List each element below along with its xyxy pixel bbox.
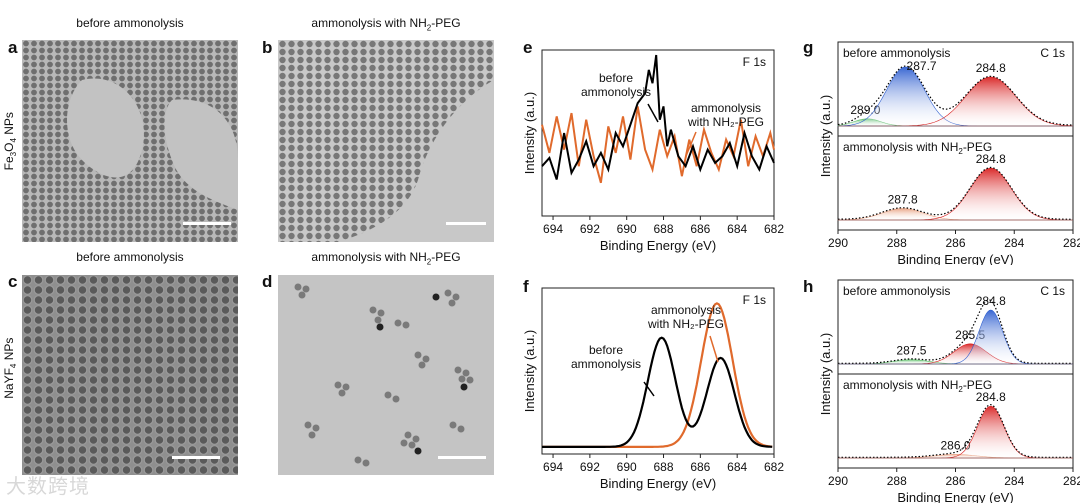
x-tick-label: 290 bbox=[828, 474, 848, 488]
peak-component bbox=[838, 167, 1073, 221]
panel-letter-d: d bbox=[262, 272, 273, 291]
panel-letter-h: h bbox=[803, 277, 814, 296]
chart-title: C 1s bbox=[1040, 46, 1065, 60]
subplot-label: before ammonolysis bbox=[843, 284, 950, 298]
series-before-line bbox=[542, 336, 773, 448]
panel-a-title: before ammonolysis bbox=[76, 16, 184, 30]
x-tick-label: 690 bbox=[617, 222, 637, 236]
x-tick-label: 694 bbox=[543, 222, 563, 236]
plot-frame bbox=[541, 287, 775, 455]
scale-bar bbox=[446, 222, 486, 225]
row-label-fe3o4: Fe3O4 NPs bbox=[1, 112, 19, 171]
panel-c-title: before ammonolysis bbox=[76, 250, 184, 264]
annotation-arrow bbox=[647, 103, 659, 123]
x-tick-label: 692 bbox=[580, 460, 600, 474]
chart-g: 290 288 286 284 282 Binding Energy (eV) Intens… bbox=[818, 41, 1080, 265]
x-axis-label: Binding Energy (eV) bbox=[897, 252, 1013, 265]
annotation-before-2: ammonolysis bbox=[571, 357, 641, 371]
chart-f: 694 692 690 688 686 684 682 Binding Energy (eV)… bbox=[522, 287, 784, 491]
chart-h: 290 288 286 284 282 Binding Energy (eV) Intens… bbox=[818, 279, 1080, 503]
peak-label: 284.8 bbox=[976, 152, 1006, 166]
x-axis-label: Binding Energy (eV) bbox=[897, 490, 1013, 503]
plot-frame bbox=[541, 49, 775, 217]
row-label-nayf4: NaYF4 NPs bbox=[1, 337, 19, 399]
x-tick-label: 688 bbox=[654, 222, 674, 236]
panel-d-title: ammonolysis with NH2-PEG bbox=[311, 250, 461, 267]
peak-label: 284.8 bbox=[976, 294, 1006, 308]
watermark: 大数跨境 bbox=[6, 476, 90, 498]
peak-label: 287.7 bbox=[907, 59, 937, 73]
annotation-before: before bbox=[599, 71, 633, 85]
x-tick-label: 282 bbox=[1063, 474, 1080, 488]
peak-label: 284.8 bbox=[976, 390, 1006, 404]
peak-label: 284.8 bbox=[976, 61, 1006, 75]
annotation-before-2: ammonolysis bbox=[581, 85, 651, 99]
x-tick-label: 284 bbox=[1004, 474, 1024, 488]
scale-bar bbox=[172, 456, 220, 459]
x-tick-label: 282 bbox=[1063, 236, 1080, 250]
x-tick-label: 286 bbox=[945, 474, 965, 488]
y-axis-label: Intensity (a.u.) bbox=[818, 333, 833, 415]
panel-letter-c: c bbox=[8, 272, 18, 291]
envelope-curve bbox=[838, 403, 1073, 458]
x-tick-label: 688 bbox=[654, 460, 674, 474]
envelope-curve bbox=[838, 299, 1073, 364]
peak-label: 287.8 bbox=[888, 192, 918, 206]
tem-image-d bbox=[278, 275, 494, 475]
x-tick-label: 286 bbox=[945, 236, 965, 250]
y-axis-label: Intensity (a.u.) bbox=[522, 330, 537, 412]
envelope-curve bbox=[838, 166, 1073, 220]
series-before-line bbox=[541, 54, 775, 180]
x-tick-label: 686 bbox=[690, 222, 710, 236]
x-tick-label: 288 bbox=[887, 474, 907, 488]
x-tick-label: 682 bbox=[764, 460, 784, 474]
tem-image-a bbox=[22, 40, 238, 242]
peak-component bbox=[838, 343, 1073, 365]
panel-letter-f: f bbox=[523, 277, 529, 296]
subplot-label: before ammonolysis bbox=[843, 46, 950, 60]
chart-title: C 1s bbox=[1040, 284, 1065, 298]
x-tick-label: 692 bbox=[580, 222, 600, 236]
annotation-after-2: with NH₂-PEG bbox=[647, 317, 724, 331]
x-tick-label: 284 bbox=[1004, 236, 1024, 250]
x-axis-label: Binding Energy (eV) bbox=[600, 476, 716, 491]
peak-label: 286.0 bbox=[940, 438, 970, 452]
panel-b-title: ammonolysis with NH2-PEG bbox=[311, 16, 461, 33]
annotation-after: ammonolysis bbox=[691, 101, 761, 115]
x-tick-label: 684 bbox=[727, 460, 747, 474]
annotation-arrow-after bbox=[685, 131, 697, 157]
scale-bar bbox=[438, 456, 486, 459]
annotation-arrow bbox=[643, 381, 655, 397]
peak-label: 287.5 bbox=[896, 344, 926, 358]
tem-image-b bbox=[278, 40, 494, 242]
x-tick-label: 686 bbox=[690, 460, 710, 474]
annotation-after-2: with NH₂-PEG bbox=[687, 115, 764, 129]
x-axis-label: Binding Energy (eV) bbox=[600, 238, 716, 253]
x-tick-label: 290 bbox=[828, 236, 848, 250]
x-tick-label: 682 bbox=[764, 222, 784, 236]
chart-title: F 1s bbox=[743, 55, 766, 69]
annotation-after: ammonolysis bbox=[651, 303, 721, 317]
panel-letter-g: g bbox=[803, 38, 814, 57]
x-tick-label: 288 bbox=[887, 236, 907, 250]
scale-bar bbox=[183, 222, 231, 225]
panel-letter-e: e bbox=[523, 38, 533, 57]
y-axis-label: Intensity (a.u.) bbox=[522, 92, 537, 174]
subplot-label: ammonolysis with NH2-PEG bbox=[843, 140, 992, 156]
panel-letter-a: a bbox=[8, 38, 18, 57]
annotation-before: before bbox=[589, 343, 623, 357]
chart-e: 694 692 690 688 686 684 682 Binding Energy (eV)… bbox=[522, 49, 784, 253]
panel-letter-b: b bbox=[262, 38, 273, 57]
x-tick-label: 684 bbox=[727, 222, 747, 236]
chart-title: F 1s bbox=[743, 293, 766, 307]
y-axis-label: Intensity (a.u.) bbox=[818, 95, 833, 177]
annotation-arrow-after bbox=[709, 335, 719, 363]
envelope-curve bbox=[837, 65, 1074, 126]
series-after-line bbox=[541, 106, 775, 184]
subplot-label: ammonolysis with NH2-PEG bbox=[843, 378, 992, 394]
x-tick-label: 694 bbox=[543, 460, 563, 474]
x-tick-label: 690 bbox=[617, 460, 637, 474]
tem-image-c bbox=[22, 275, 238, 475]
